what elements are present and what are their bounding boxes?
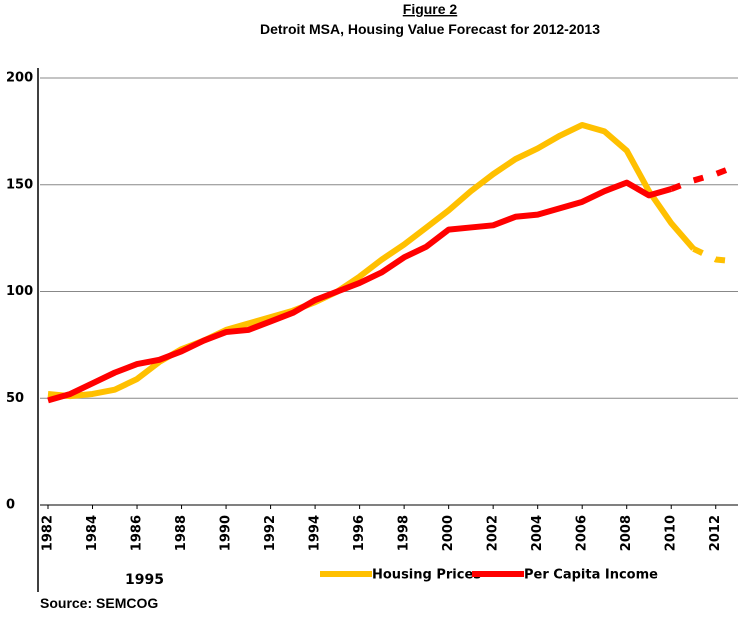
y-tick-label: 0 xyxy=(6,498,15,513)
x-tick-label: 2004 xyxy=(530,515,545,551)
x-tick-label: 1992 xyxy=(263,515,278,551)
series-line xyxy=(47,179,673,404)
x-tick-label: 1994 xyxy=(308,515,323,551)
x-tick-label: 1984 xyxy=(85,515,100,551)
annotation: 1995 xyxy=(125,572,164,588)
x-tick-label: 2008 xyxy=(619,515,634,551)
x-tick-label: 2002 xyxy=(486,515,501,551)
legend-label: Housing Prices xyxy=(372,568,481,583)
legend-label: Per Capita Income xyxy=(524,568,658,583)
x-tick-label: 2006 xyxy=(575,515,590,551)
x-tick-label: 1998 xyxy=(397,515,412,551)
chart-title: Figure 2 xyxy=(403,1,458,17)
y-tick-label: 200 xyxy=(6,71,33,86)
x-tick-label: 1988 xyxy=(174,515,189,551)
y-tick-label: 100 xyxy=(6,284,33,299)
y-tick-label: 150 xyxy=(6,177,33,192)
forecast-line xyxy=(692,246,739,265)
chart-subtitle: Detroit MSA, Housing Value Forecast for … xyxy=(260,21,600,37)
x-tick-label: 2000 xyxy=(441,515,456,551)
forecast-line xyxy=(670,162,740,192)
source: Source: SEMCOG xyxy=(40,595,158,611)
x-tick-label: 2010 xyxy=(664,515,679,551)
x-tick-label: 1986 xyxy=(130,515,145,551)
series-line xyxy=(47,121,696,400)
x-tick-label: 1982 xyxy=(41,515,56,551)
x-tick-label: 2012 xyxy=(708,515,723,551)
y-tick-label: 50 xyxy=(6,391,24,406)
x-tick-label: 1990 xyxy=(219,515,234,551)
x-tick-label: 1996 xyxy=(352,515,367,551)
